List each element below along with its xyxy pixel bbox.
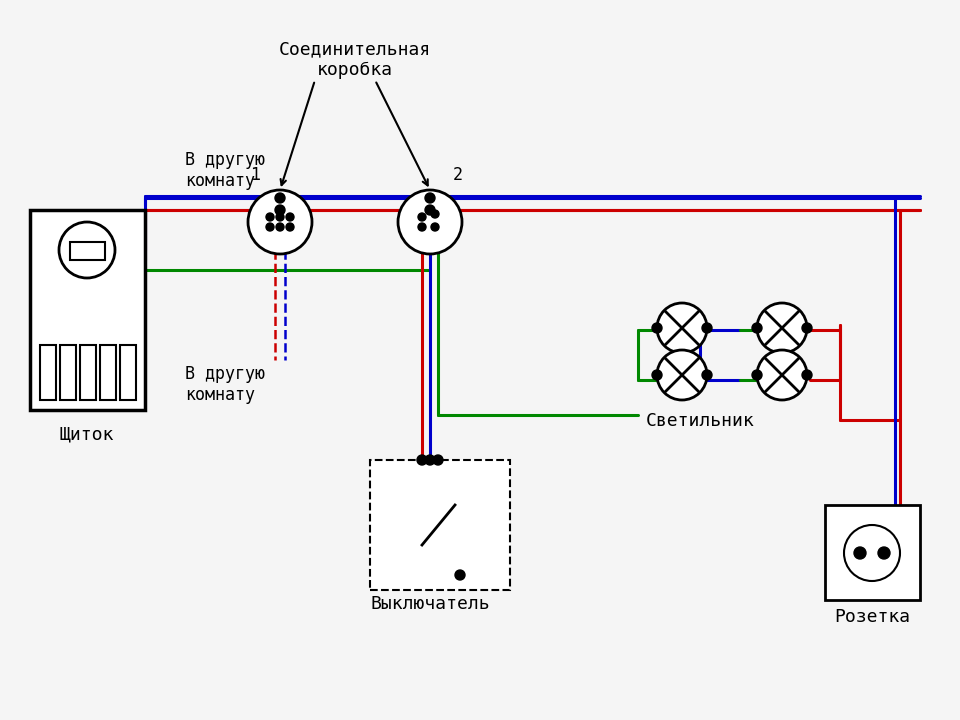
Circle shape xyxy=(752,323,762,333)
Circle shape xyxy=(652,370,662,380)
Circle shape xyxy=(878,547,890,559)
Circle shape xyxy=(702,323,712,333)
Bar xyxy=(120,345,136,400)
Circle shape xyxy=(802,323,812,333)
Circle shape xyxy=(276,223,284,231)
Text: Выключатель: Выключатель xyxy=(370,595,490,613)
Text: Розетка: Розетка xyxy=(834,608,910,626)
Circle shape xyxy=(752,370,762,380)
Circle shape xyxy=(431,210,439,218)
Text: Щиток: Щиток xyxy=(60,425,114,443)
Circle shape xyxy=(417,455,427,465)
Circle shape xyxy=(431,223,439,231)
Circle shape xyxy=(854,547,866,559)
Circle shape xyxy=(757,350,807,400)
Bar xyxy=(40,345,56,400)
Circle shape xyxy=(425,193,435,203)
Circle shape xyxy=(275,193,285,203)
Bar xyxy=(30,210,145,410)
Circle shape xyxy=(455,570,465,580)
Bar xyxy=(60,345,76,400)
Circle shape xyxy=(433,455,443,465)
Circle shape xyxy=(757,303,807,353)
Circle shape xyxy=(425,455,435,465)
Circle shape xyxy=(844,525,900,581)
Circle shape xyxy=(657,350,707,400)
Text: Соединительная
коробка: Соединительная коробка xyxy=(278,40,431,78)
Bar xyxy=(80,345,96,400)
Bar xyxy=(825,505,920,600)
Circle shape xyxy=(657,303,707,353)
Bar xyxy=(70,242,105,260)
Circle shape xyxy=(802,370,812,380)
Circle shape xyxy=(266,213,274,221)
Text: 2: 2 xyxy=(453,166,463,184)
Circle shape xyxy=(652,323,662,333)
Circle shape xyxy=(59,222,115,278)
Bar xyxy=(370,460,510,590)
Circle shape xyxy=(266,223,274,231)
Text: В другую
комнату: В другую комнату xyxy=(185,365,265,404)
Circle shape xyxy=(425,205,435,215)
Text: 1: 1 xyxy=(250,166,260,184)
Bar xyxy=(100,345,116,400)
Circle shape xyxy=(418,223,426,231)
Text: Светильник: Светильник xyxy=(646,412,755,430)
Circle shape xyxy=(398,190,462,254)
Circle shape xyxy=(276,213,284,221)
Circle shape xyxy=(286,223,294,231)
Circle shape xyxy=(275,205,285,215)
Circle shape xyxy=(418,213,426,221)
Circle shape xyxy=(286,213,294,221)
Text: В другую
комнату: В другую комнату xyxy=(185,151,265,190)
Circle shape xyxy=(702,370,712,380)
Circle shape xyxy=(248,190,312,254)
